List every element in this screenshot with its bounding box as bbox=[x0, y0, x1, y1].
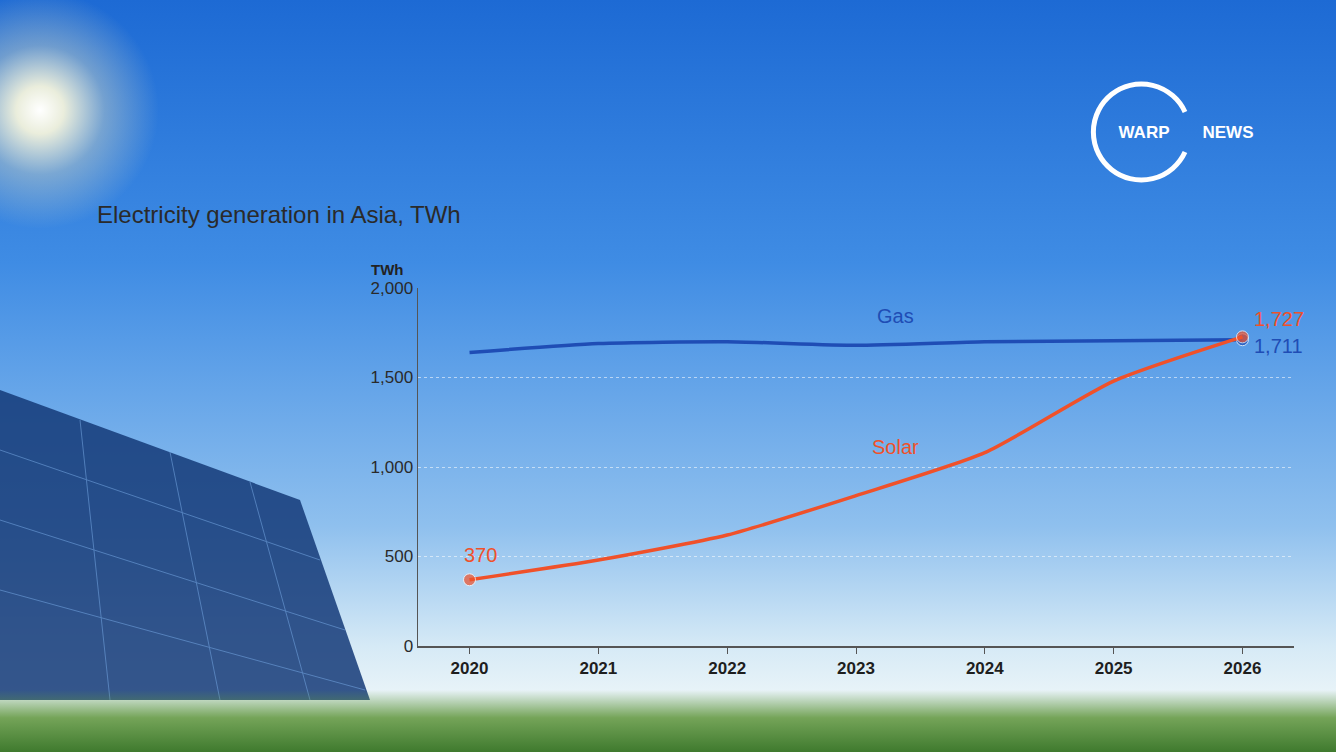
svg-text:370: 370 bbox=[464, 544, 497, 566]
svg-text:1,727: 1,727 bbox=[1254, 308, 1304, 330]
svg-text:NEWS: NEWS bbox=[1203, 123, 1254, 142]
svg-text:2,000: 2,000 bbox=[371, 279, 414, 298]
svg-text:WARP: WARP bbox=[1119, 123, 1170, 142]
svg-text:0: 0 bbox=[404, 637, 413, 656]
svg-text:2023: 2023 bbox=[837, 659, 875, 678]
svg-text:Gas: Gas bbox=[877, 305, 914, 327]
svg-text:2025: 2025 bbox=[1095, 659, 1133, 678]
svg-text:2026: 2026 bbox=[1224, 659, 1262, 678]
svg-text:TWh: TWh bbox=[371, 261, 403, 278]
svg-text:1,500: 1,500 bbox=[371, 368, 414, 387]
svg-text:2020: 2020 bbox=[451, 659, 489, 678]
svg-text:2024: 2024 bbox=[966, 659, 1004, 678]
svg-text:1,711: 1,711 bbox=[1254, 335, 1303, 357]
svg-text:1,000: 1,000 bbox=[371, 458, 414, 477]
svg-text:2022: 2022 bbox=[708, 659, 746, 678]
svg-text:500: 500 bbox=[385, 547, 413, 566]
svg-text:Electricity generation in Asia: Electricity generation in Asia, TWh bbox=[97, 201, 461, 228]
svg-text:Solar: Solar bbox=[872, 436, 919, 458]
svg-text:2021: 2021 bbox=[579, 659, 617, 678]
